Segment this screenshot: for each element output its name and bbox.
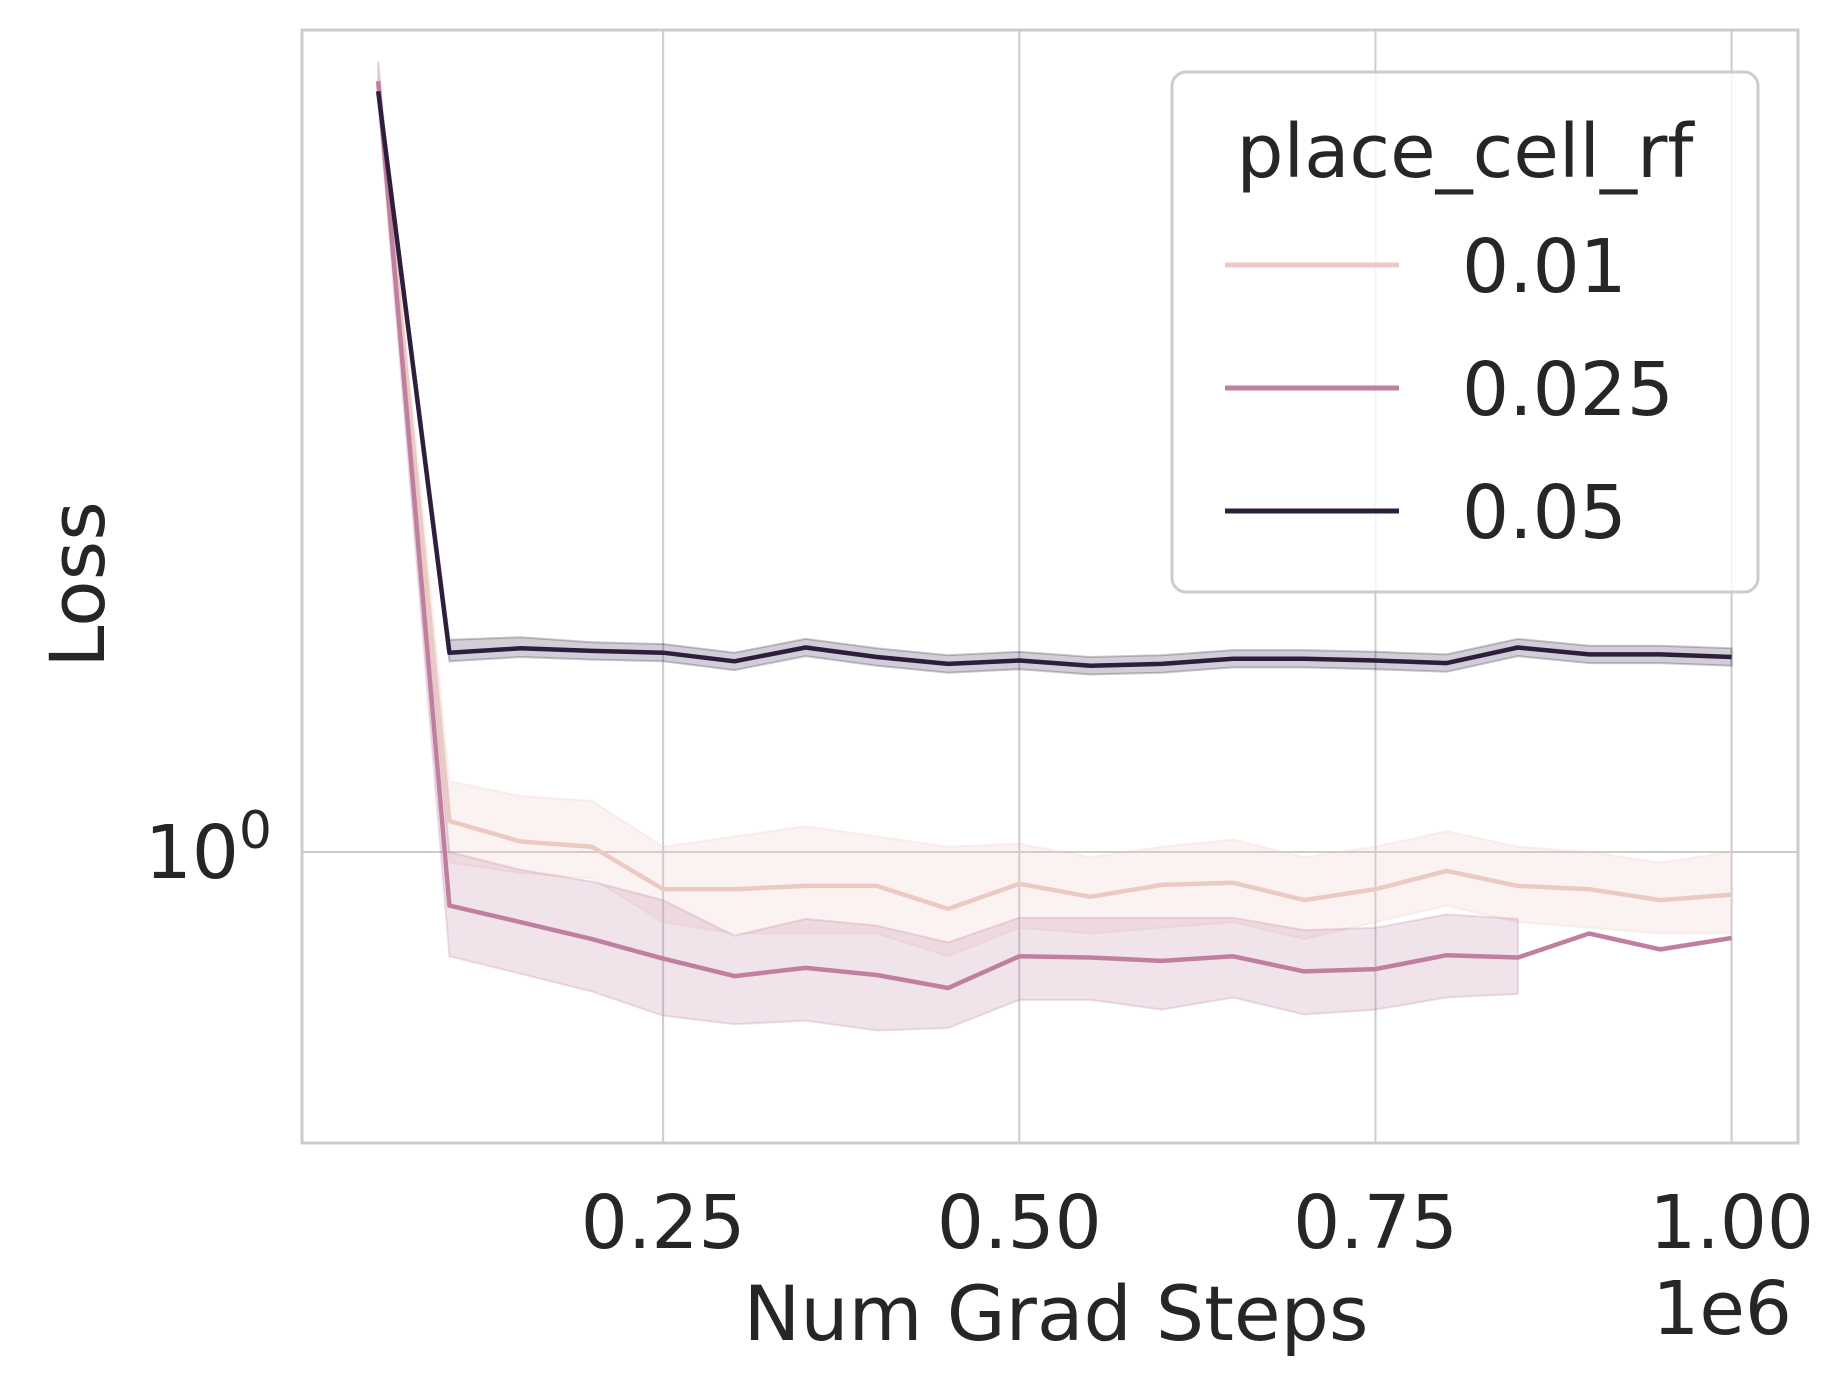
legend-label-0.025: 0.025: [1462, 347, 1674, 433]
y-tick-label: 100: [145, 801, 272, 896]
plot-frame: [300, 28, 1800, 1145]
confidence-bands: [377, 61, 1733, 1032]
x-axis-label: Num Grad Steps: [744, 1269, 1369, 1358]
series-line-0.05: [375, 91, 1732, 668]
legend-label-0.01: 0.01: [1462, 224, 1627, 310]
confidence-band-0.05: [377, 81, 1733, 676]
x-offset-label: 1e6: [1652, 1266, 1792, 1352]
series-line-0.025: [375, 81, 1732, 991]
legend-box: [1170, 70, 1760, 594]
x-tick-label: 0.25: [581, 1180, 746, 1266]
y-tick-base: 10: [145, 810, 239, 896]
legend-label-0.05: 0.05: [1462, 470, 1627, 556]
y-axis-label: Loss: [33, 501, 122, 668]
x-tick-label: 0.75: [1293, 1180, 1458, 1266]
x-tick-label: 0.50: [937, 1180, 1102, 1266]
x-tick-label: 1.00: [1649, 1180, 1814, 1266]
legend-entries: 0.01 0.025 0.05: [1225, 224, 1674, 556]
confidence-band-0.025: [377, 61, 1519, 1032]
confidence-band-0.01: [377, 61, 1733, 958]
legend: place_cell_rf 0.01 0.025 0.05: [1170, 70, 1760, 594]
y-tick-exponent: 0: [239, 801, 272, 861]
tick-labels: 0.25 0.50 0.75 1.00 100: [145, 801, 1814, 1266]
legend-title: place_cell_rf: [1237, 109, 1696, 195]
series-lines: [375, 80, 1732, 991]
series-line-0.01: [375, 80, 1732, 912]
